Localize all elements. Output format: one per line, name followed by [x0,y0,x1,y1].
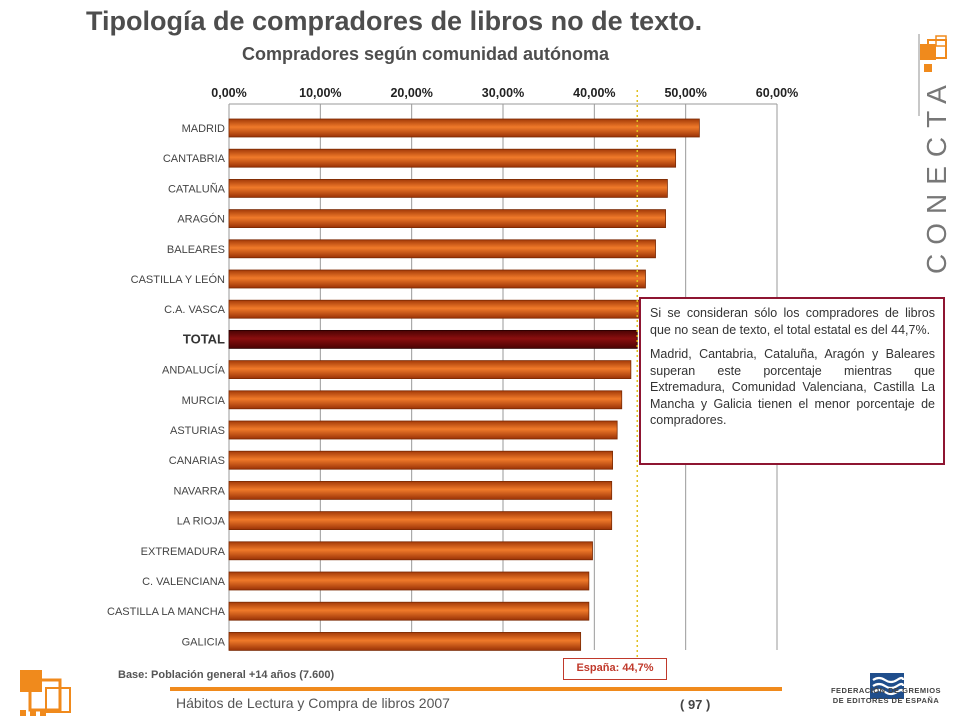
footer-divider [170,687,782,691]
y-category-label: MURCIA [182,395,226,407]
page-subtitle: Compradores según comunidad autónoma [242,44,610,64]
y-category-label: ANDALUCÍA [162,364,226,377]
y-category-label: MADRID [182,123,225,135]
federation-name: FEDERACIÓN DE GREMIOS DE EDITORES DE ESP… [822,686,950,706]
y-category-label: C.A. VASCA [164,304,226,316]
bar [228,632,582,651]
y-category-label: ASTURIAS [170,425,225,437]
bar [228,541,593,561]
bar [228,390,623,410]
x-tick-label: 50,00% [664,86,706,100]
x-tick-label: 40,00% [573,86,615,100]
note-box: Si se consideran sólo los compradores de… [639,297,945,465]
bar [228,148,677,168]
page-number: ( 97 ) [680,697,711,712]
y-category-label: ARAGÓN [177,213,225,226]
bar [228,360,632,380]
bar [228,269,646,289]
y-category-label: CASTILLA Y LEÓN [131,273,225,286]
federation-logo [870,673,905,699]
y-category-label: CANARIAS [169,455,225,467]
x-tick-label: 10,00% [299,86,341,100]
x-tick-label: 30,00% [482,86,524,100]
spain-reference-label: España: 44,7% [563,658,667,680]
x-tick-label: 0,00% [211,86,246,100]
bar [228,601,590,621]
bar [228,480,613,500]
note-paragraph-2: Madrid, Cantabria, Cataluña, Aragón y Ba… [650,347,935,427]
y-category-label: LA RIOJA [177,516,226,528]
y-category-label: NAVARRA [173,485,225,497]
federation-line-1: FEDERACIÓN DE GREMIOS [830,686,942,695]
y-category-label: CATALUÑA [168,182,226,195]
bar-total [228,329,638,349]
conecta-logo: CONECTA [918,34,952,274]
bar [228,420,618,440]
federation-line-2: DE EDITORES DE ESPAÑA [832,696,940,705]
note-paragraph-1: Si se consideran sólo los compradores de… [650,306,935,337]
base-note: Base: Población general +14 años (7.600) [118,669,335,681]
page-title: Tipología de compradores de libros no de… [86,6,703,36]
footer-title: Hábitos de Lectura y Compra de libros 20… [176,695,450,711]
bar [228,118,700,138]
x-tick-label: 60,00% [756,86,798,100]
y-category-label: GALICIA [182,636,226,648]
y-category-label: CANTABRIA [163,153,226,165]
bar [228,571,590,591]
conecta-wordmark: CONECTA [921,76,952,274]
y-category-label: TOTAL [183,331,225,346]
corner-squares-logo [20,670,71,716]
bar [228,239,656,259]
bar [228,299,643,319]
bar [228,450,614,470]
bar [228,178,668,198]
bar [228,209,666,229]
y-category-label: CASTILLA LA MANCHA [107,606,226,618]
x-tick-label: 20,00% [390,86,432,100]
bar [228,511,613,531]
y-category-label: C. VALENCIANA [142,576,226,588]
y-category-label: EXTREMADURA [141,546,226,558]
y-category-label: BALEARES [167,244,225,256]
